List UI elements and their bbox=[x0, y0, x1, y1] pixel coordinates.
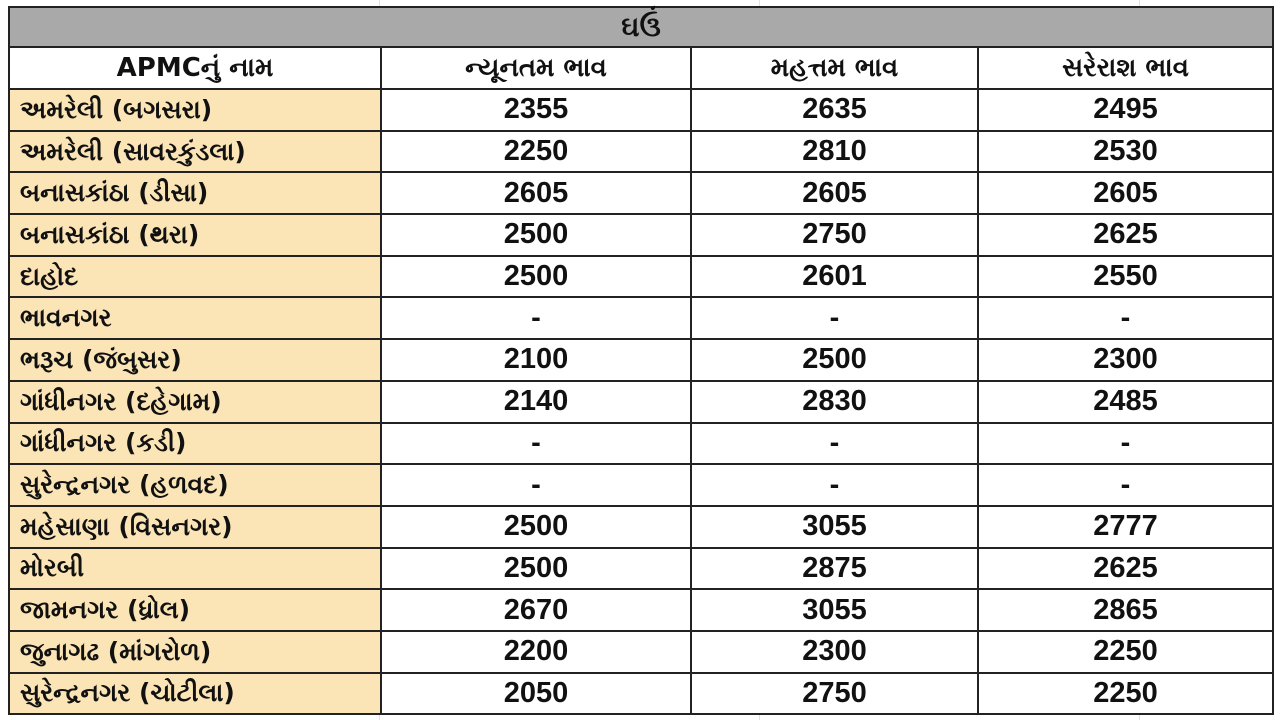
header-max-price: મહત્તમ ભાવ bbox=[690, 46, 979, 90]
avg-price-cell: 2250 bbox=[976, 671, 1275, 716]
header-apmc-name: APMCનું નામ bbox=[8, 46, 382, 90]
avg-price-cell: 2625 bbox=[976, 213, 1275, 257]
apmc-name-cell: ભાવનગર bbox=[8, 296, 382, 341]
avg-price-cell: 2550 bbox=[976, 254, 1275, 299]
min-price-cell: 2500 bbox=[380, 546, 692, 591]
max-price-cell: - bbox=[690, 463, 979, 507]
avg-price-cell: 2865 bbox=[976, 588, 1275, 632]
apmc-name-cell: મહેસાણા (વિસનગર) bbox=[8, 504, 382, 549]
table-row: અમરેલી (સાવરકુંડલા) 2250 2810 2530 bbox=[8, 129, 1275, 174]
title-row: ઘઉં bbox=[7, 6, 1275, 48]
table-row: સુરેન્દ્રનગર (હળવદ) - - - bbox=[8, 463, 1275, 507]
apmc-name-cell: ગાંધીનગર (કડી) bbox=[8, 421, 382, 466]
table-row: મહેસાણા (વિસનગર) 2500 3055 2777 bbox=[8, 504, 1275, 549]
avg-price-cell: 2300 bbox=[976, 338, 1275, 382]
apmc-name-cell: બનાસકાંઠા (થરા) bbox=[8, 213, 382, 257]
max-price-cell: 2830 bbox=[690, 379, 979, 424]
apmc-name-cell: જુનાગઢ (માંગરોળ) bbox=[8, 629, 382, 674]
min-price-cell: 2250 bbox=[380, 129, 692, 174]
table-row: બનાસકાંઠા (ડીસા) 2605 2605 2605 bbox=[8, 171, 1275, 216]
table-row: મોરબી 2500 2875 2625 bbox=[8, 546, 1275, 591]
table-row: ગાંધીનગર (કડી) - - - bbox=[8, 421, 1275, 466]
avg-price-cell: 2625 bbox=[976, 546, 1275, 591]
table-row: જામનગર (ધ્રોલ) 2670 3055 2865 bbox=[8, 588, 1275, 632]
max-price-cell: 2601 bbox=[690, 254, 979, 299]
max-price-cell: 3055 bbox=[690, 504, 979, 549]
header-min-price: ન્યૂનતમ ભાવ bbox=[380, 46, 692, 90]
max-price-cell: 2635 bbox=[690, 88, 979, 132]
max-price-cell: 2750 bbox=[690, 213, 979, 257]
apmc-name-cell: બનાસકાંઠા (ડીસા) bbox=[8, 171, 382, 216]
min-price-cell: 2500 bbox=[380, 504, 692, 549]
max-price-cell: 2875 bbox=[690, 546, 979, 591]
apmc-name-cell: ગાંધીનગર (દહેગામ) bbox=[8, 379, 382, 424]
table-row: જુનાગઢ (માંગરોળ) 2200 2300 2250 bbox=[8, 629, 1275, 674]
avg-price-cell: 2530 bbox=[976, 129, 1275, 174]
table-row: અમરેલી (બગસરા) 2355 2635 2495 bbox=[8, 88, 1275, 132]
apmc-name-cell: અમરેલી (બગસરા) bbox=[8, 88, 382, 132]
min-price-cell: - bbox=[380, 421, 692, 466]
max-price-cell: 2810 bbox=[690, 129, 979, 174]
avg-price-cell: - bbox=[976, 296, 1275, 341]
avg-price-cell: 2495 bbox=[976, 88, 1275, 132]
apmc-name-cell: મોરબી bbox=[8, 546, 382, 591]
min-price-cell: 2605 bbox=[380, 171, 692, 216]
table-row: દાહોદ 2500 2601 2550 bbox=[8, 254, 1275, 299]
avg-price-cell: - bbox=[976, 463, 1275, 507]
avg-price-cell: - bbox=[976, 421, 1275, 466]
header-avg-price: સરેરાશ ભાવ bbox=[976, 46, 1275, 90]
table-row: ભાવનગર - - - bbox=[8, 296, 1275, 341]
table-row: ભરૂચ (જંબુસર) 2100 2500 2300 bbox=[8, 338, 1275, 382]
table-row: સુરેન્દ્રનગર (ચોટીલા) 2050 2750 2250 bbox=[8, 671, 1275, 716]
min-price-cell: 2050 bbox=[380, 671, 692, 716]
apmc-name-cell: સુરેન્દ્રનગર (હળવદ) bbox=[8, 463, 382, 507]
max-price-cell: 2750 bbox=[690, 671, 979, 716]
header-row: APMCનું નામ ન્યૂનતમ ભાવ મહત્તમ ભાવ સરેરા… bbox=[8, 46, 1275, 90]
min-price-cell: - bbox=[380, 296, 692, 341]
min-price-cell: 2200 bbox=[380, 629, 692, 674]
max-price-cell: - bbox=[690, 296, 979, 341]
avg-price-cell: 2605 bbox=[976, 171, 1275, 216]
avg-price-cell: 2777 bbox=[976, 504, 1275, 549]
table-row: બનાસકાંઠા (થરા) 2500 2750 2625 bbox=[8, 213, 1275, 257]
max-price-cell: 2500 bbox=[690, 338, 979, 382]
max-price-cell: - bbox=[690, 421, 979, 466]
apmc-name-cell: દાહોદ bbox=[8, 254, 382, 299]
apmc-name-cell: જામનગર (ધ્રોલ) bbox=[8, 588, 382, 632]
max-price-cell: 2605 bbox=[690, 171, 979, 216]
min-price-cell: 2355 bbox=[380, 88, 692, 132]
max-price-cell: 3055 bbox=[690, 588, 979, 632]
avg-price-cell: 2485 bbox=[976, 379, 1275, 424]
apmc-name-cell: ભરૂચ (જંબુસર) bbox=[8, 338, 382, 382]
min-price-cell: 2500 bbox=[380, 213, 692, 257]
min-price-cell: 2100 bbox=[380, 338, 692, 382]
min-price-cell: 2500 bbox=[380, 254, 692, 299]
apmc-name-cell: સુરેન્દ્રનગર (ચોટીલા) bbox=[8, 671, 382, 716]
table-row: ગાંધીનગર (દહેગામ) 2140 2830 2485 bbox=[8, 379, 1275, 424]
price-table: ઘઉં APMCનું નામ ન્યૂનતમ ભાવ મહત્તમ ભાવ સ… bbox=[7, 6, 1275, 716]
table-title: ઘઉં bbox=[7, 6, 1275, 48]
avg-price-cell: 2250 bbox=[976, 629, 1275, 674]
min-price-cell: 2670 bbox=[380, 588, 692, 632]
apmc-name-cell: અમરેલી (સાવરકુંડલા) bbox=[8, 129, 382, 174]
min-price-cell: 2140 bbox=[380, 379, 692, 424]
min-price-cell: - bbox=[380, 463, 692, 507]
max-price-cell: 2300 bbox=[690, 629, 979, 674]
